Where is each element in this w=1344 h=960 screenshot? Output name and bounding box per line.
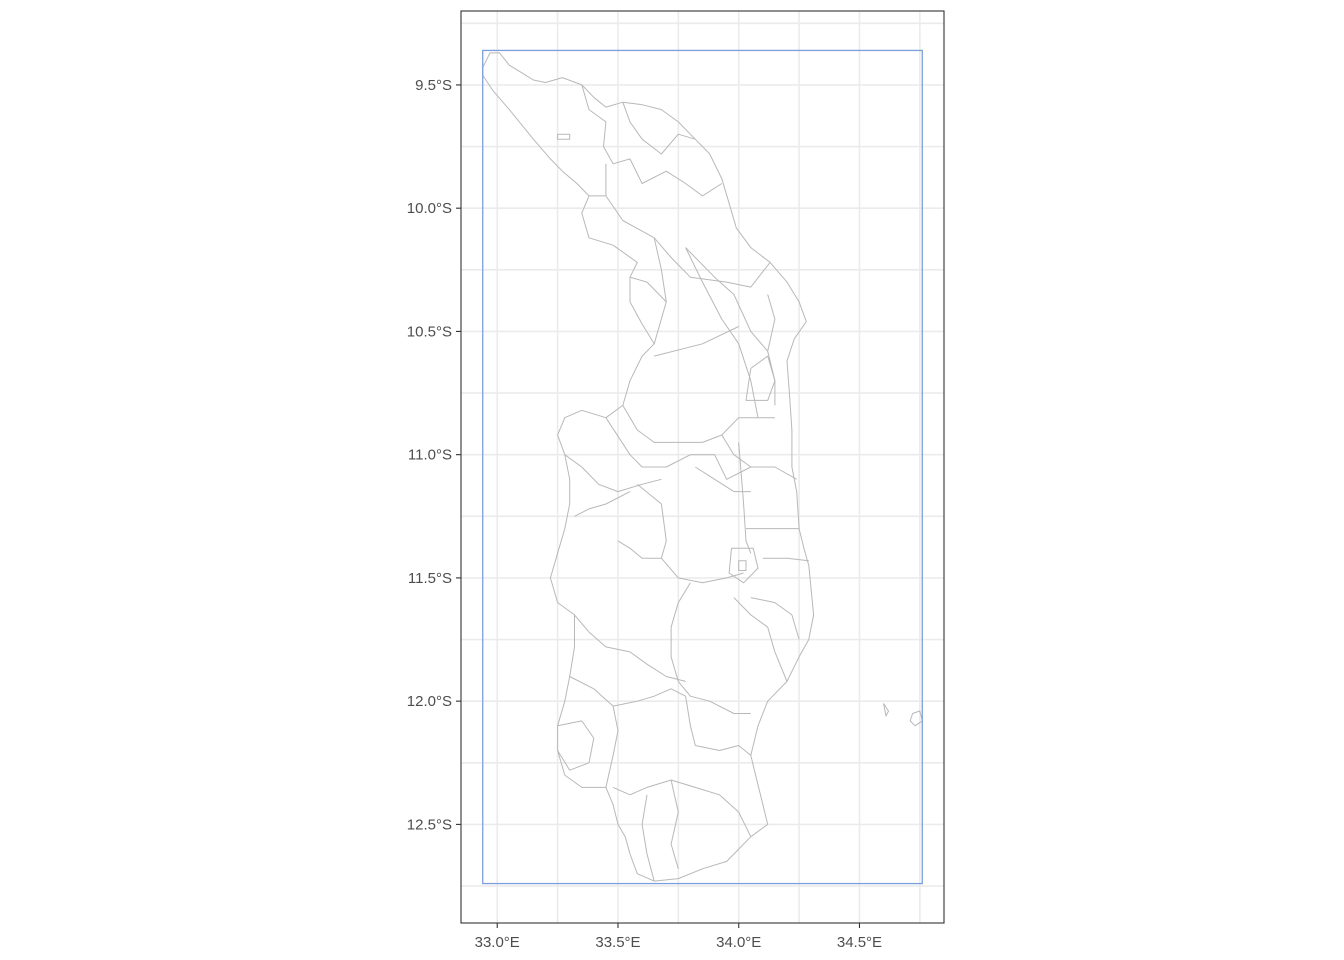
y-tick-label: 9.5°S: [415, 77, 452, 94]
y-tick-label: 12.5°S: [407, 816, 452, 833]
district-border: [661, 557, 744, 584]
panel-border: [460, 10, 945, 924]
district-border: [622, 102, 696, 155]
district-border: [721, 434, 752, 468]
district-border: [569, 676, 619, 788]
x-tick-label: 33.0°E: [475, 934, 520, 951]
urban-ward: [728, 547, 759, 584]
district-border: [670, 779, 679, 869]
district-border: [738, 442, 752, 554]
district-border: [653, 237, 667, 344]
x-tick-label: 34.0°E: [716, 934, 761, 951]
small-parcel: [557, 133, 571, 140]
y-tick-label: 12.0°S: [407, 693, 452, 710]
y-axis: 9.5°S 10.0°S 10.5°S 11.0°S 11.5°S 12.0°S 12.5°…: [407, 77, 461, 833]
district-border: [745, 355, 776, 401]
district-border: [685, 696, 752, 756]
y-tick-label: 11.5°S: [408, 570, 452, 587]
district-border: [762, 557, 809, 562]
district-border: [605, 417, 797, 480]
x-axis: 33.0°E 33.5°E 34.0°E 34.5°E: [475, 923, 882, 951]
district-border: [557, 720, 595, 771]
district-border: [629, 276, 667, 303]
district-boundaries: [482, 52, 923, 882]
y-tick-label: 10.0°S: [407, 200, 452, 217]
y-tick-label: 10.5°S: [407, 323, 452, 340]
district-border: [750, 597, 800, 640]
island-outline: [909, 710, 923, 727]
y-tick-label: 11.0°S: [408, 447, 452, 464]
district-border: [654, 326, 739, 357]
district-border: [574, 491, 631, 517]
district-border: [581, 84, 723, 197]
region-outline: [482, 52, 815, 882]
district-border: [574, 614, 686, 682]
bounding-box: [482, 49, 923, 885]
x-tick-label: 33.5°E: [595, 934, 640, 951]
x-tick-label: 34.5°E: [837, 934, 882, 951]
district-border: [605, 163, 771, 288]
urban-ward: [738, 560, 747, 571]
district-border: [622, 405, 775, 443]
district-border: [617, 483, 667, 559]
grid-lines: [461, 11, 944, 923]
district-border: [641, 794, 655, 882]
district-border: [612, 779, 752, 837]
district-border: [670, 582, 751, 714]
district-border: [685, 247, 769, 352]
district-border: [685, 247, 759, 418]
district-border: [767, 294, 776, 406]
district-border: [613, 688, 686, 707]
district-border: [733, 597, 788, 682]
island-outline: [883, 703, 889, 717]
district-border: [564, 454, 662, 493]
